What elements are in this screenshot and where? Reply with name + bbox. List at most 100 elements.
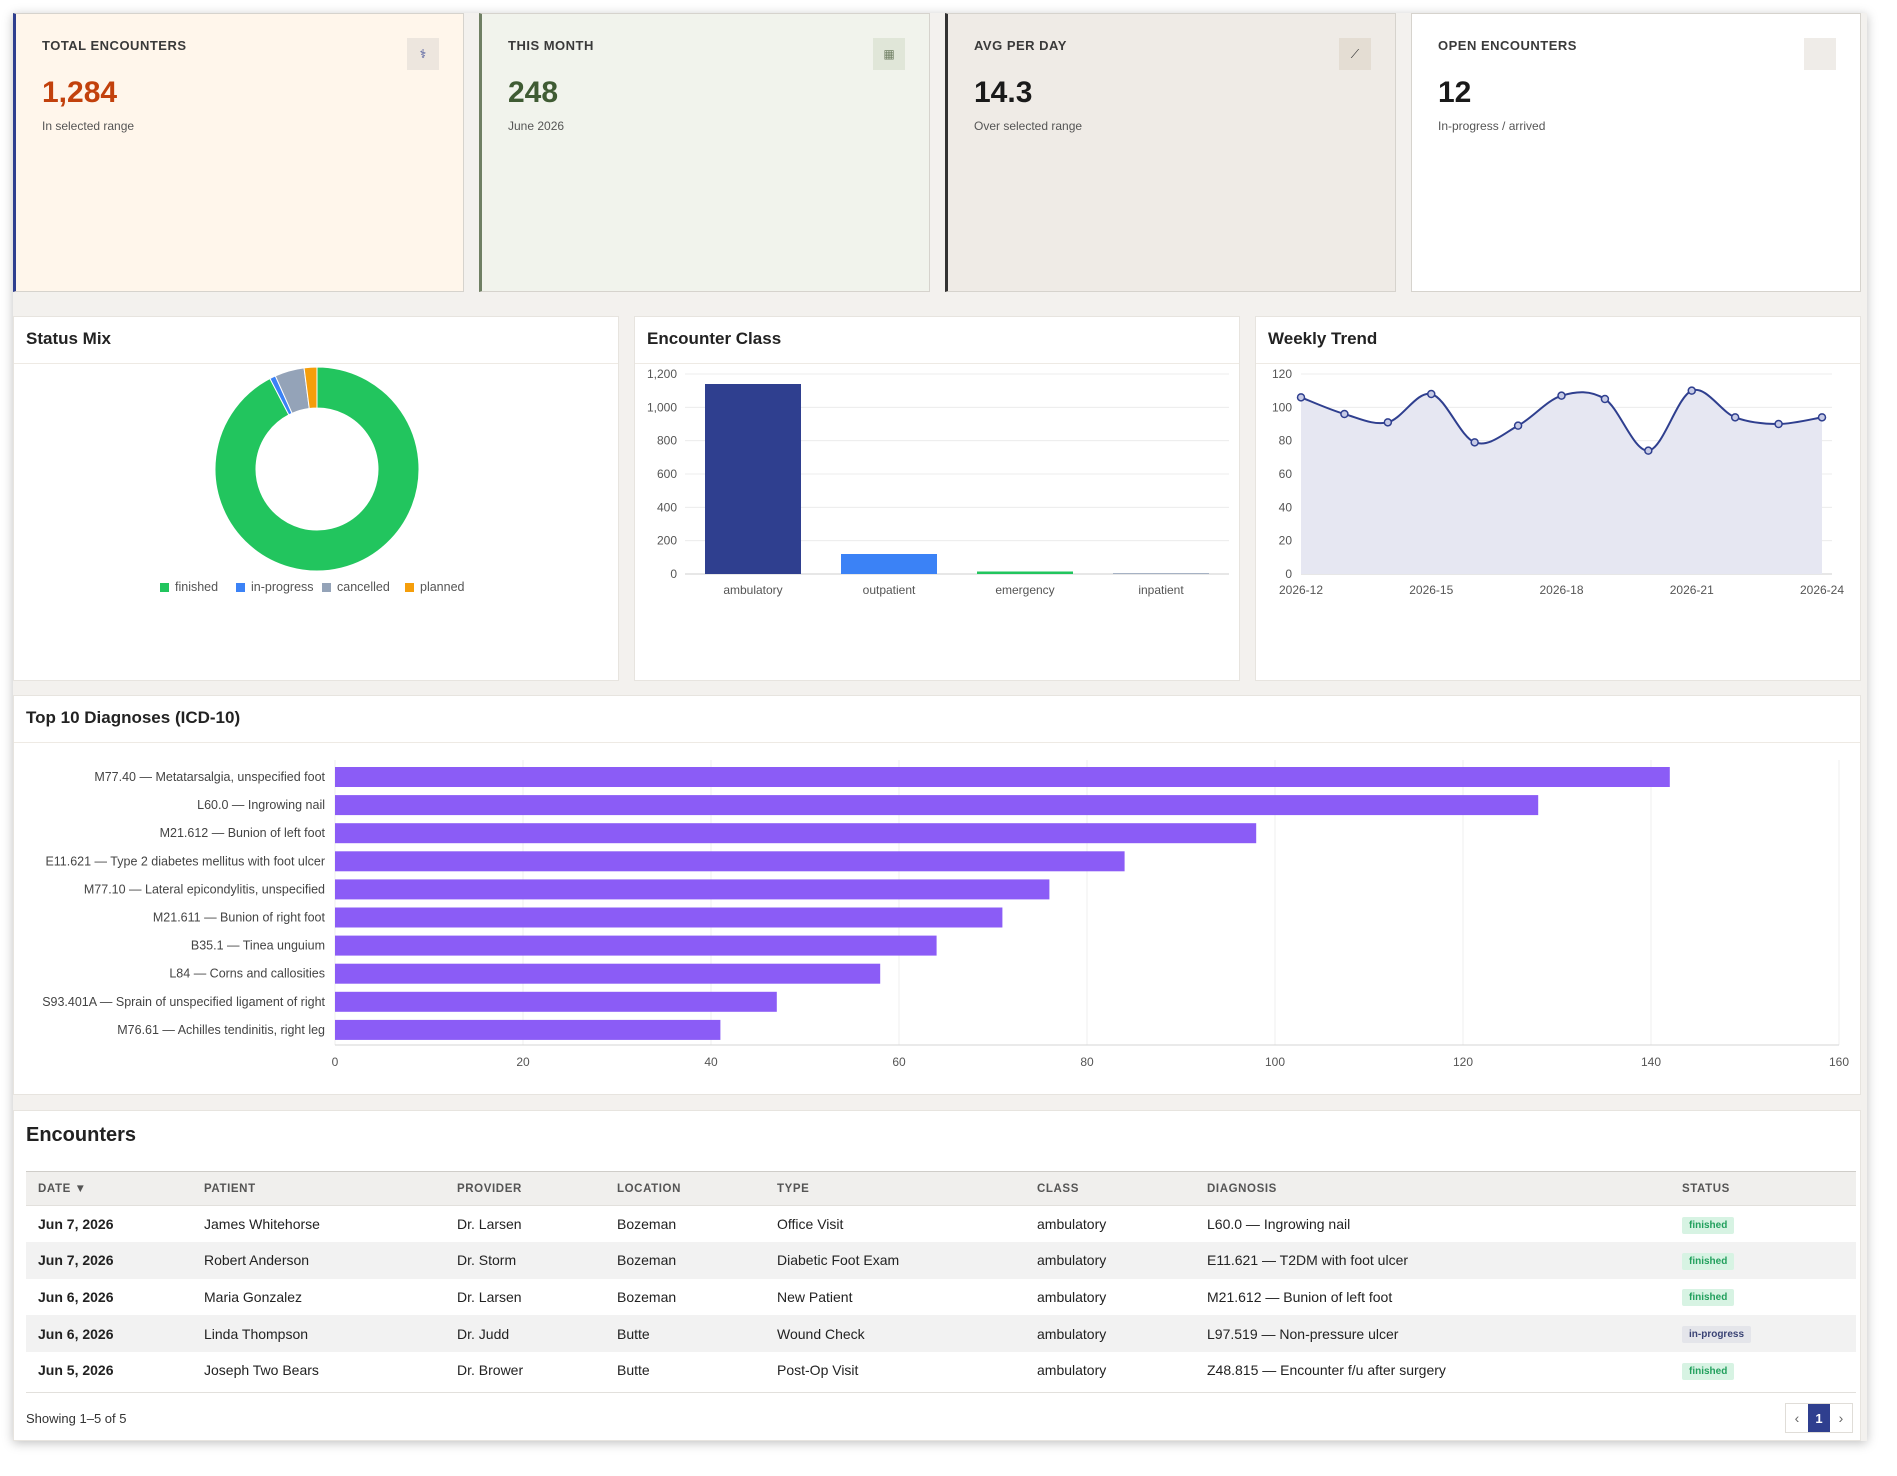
column-header-status[interactable]: STATUS [1682,1171,1856,1206]
cell-type: Post-Op Visit [777,1362,859,1379]
cell-date: Jun 7, 2026 [26,1242,204,1279]
status-badge: in-progress [1682,1326,1752,1344]
kpi-this-month: THIS MONTH 248 June 2026 ▦ [479,13,930,292]
trend-point [1513,421,1523,430]
status-badge: finished [1682,1252,1735,1270]
table-row[interactable]: Jun 7, 2026 Robert Anderson Dr. Storm Bo… [26,1242,1856,1279]
status-badge: finished [1682,1289,1735,1307]
cell-patient: Maria Gonzalez [204,1288,303,1305]
cell-patient: Robert Anderson [204,1242,457,1279]
x-tick-label: 2026-24 [1800,583,1844,597]
x-tick-label: 140 [1641,1055,1661,1069]
column-header-provider[interactable]: PROVIDER [457,1171,617,1206]
table-row[interactable]: Jun 6, 2026 Linda Thompson Dr. Judd Butt… [26,1315,1856,1352]
cell-class: ambulatory [1037,1288,1107,1305]
kpi-label: AVG PER DAY [974,38,1067,53]
pagination-page-1[interactable]: 1 [1808,1404,1830,1432]
trend-point [1644,446,1653,455]
cell-provider: Dr. Larsen [457,1288,522,1305]
bar-diagnosis [335,1019,721,1040]
y-tick-label: 100 [1272,400,1292,414]
bar-diagnosis [335,823,1257,844]
kpi-value: 1,284 [42,76,118,109]
trend-point [1340,409,1349,419]
trend-point [1470,438,1479,447]
trend-point [1600,394,1610,404]
divider [14,742,1860,743]
cell-provider: Dr. Judd [457,1315,617,1352]
cell-class: ambulatory [1037,1216,1107,1233]
y-tick-label: 20 [1279,534,1293,548]
column-header-type[interactable]: TYPE [777,1171,1037,1206]
top-diagnoses-chart: 0 20 40 60 80 100 120 140 160 M77.40 — Metatarsal… [42,760,1849,1069]
cell-type: Diabetic Foot Exam [777,1242,1037,1279]
bar-ambulatory [705,384,801,574]
x-tick-label: ambulatory [723,583,782,597]
column-header-class[interactable]: CLASS [1037,1171,1207,1206]
bar-emergency [977,571,1073,574]
legend-swatch-in-progress [236,583,245,592]
legend-swatch-finished [160,583,169,592]
blank-icon [1804,38,1836,70]
cell-type: Wound Check [777,1315,1037,1352]
pagination-next-button[interactable]: › [1830,1404,1852,1432]
y-tick-label: 600 [657,467,677,481]
cell-provider: Dr. Larsen [457,1216,522,1233]
y-tick-label: 1,200 [647,367,677,381]
bar-inpatient [1113,573,1209,574]
x-tick-label: 40 [704,1055,718,1069]
x-tick-label: 80 [1080,1055,1094,1069]
kpi-open-encounters: OPEN ENCOUNTERS 12 In-progress / arrived [1411,13,1861,292]
cell-location: Bozeman [617,1216,677,1233]
kpi-avg-per-day: AVG PER DAY 14.3 Over selected range ⟋ [945,13,1396,292]
chart-line-icon: ⟋ [1339,38,1371,70]
calendar-icon: ▦ [873,38,905,70]
cell-date: Jun 6, 2026 [26,1315,204,1352]
x-tick-label: 120 [1453,1055,1473,1069]
column-header-patient[interactable]: PATIENT [204,1171,457,1206]
kpi-subtext: June 2026 [508,119,565,133]
cell-diagnosis: Z48.815 — Encounter f/u after surgery [1207,1362,1446,1379]
cell-diagnosis: E11.621 — T2DM with foot ulcer [1207,1242,1682,1279]
weekly-trend-chart: 0 20 40 60 80 100 120 2026-12 2026-15 2026-18 2026… [1272,367,1844,597]
table-row[interactable]: Jun 7, 2026 James Whitehorse Dr. Larsen … [26,1206,1856,1243]
encounters-table: DATE ▼ PATIENT PROVIDER LOCATION TYPE CL… [26,1171,1856,1388]
bar-diagnosis [335,907,1003,928]
cell-patient: Joseph Two Bears [204,1362,319,1379]
bar-diagnosis [335,991,777,1012]
x-tick-label: 0 [332,1055,339,1069]
cell-status: finished [1682,1279,1856,1316]
trend-point [1774,419,1783,429]
y-tick-label: M21.611 — Bunion of right foot [153,911,326,925]
panel-title: Encounter Class [647,329,782,348]
y-tick-label: M77.10 — Lateral epicondylitis, unspecif… [84,882,325,896]
kpi-subtext: In-progress / arrived [1438,119,1546,133]
cell-status: finished [1682,1242,1856,1279]
cell-patient: Linda Thompson [204,1315,457,1352]
cell-status: finished [1682,1352,1856,1389]
legend-label-planned: planned [420,580,465,594]
kpi-label: THIS MONTH [508,38,594,53]
bar-diagnosis [335,851,1125,872]
y-tick-label: 400 [657,500,677,514]
donut-slice-finished [214,366,420,572]
table-bottom-rule [26,1392,1856,1393]
table-row[interactable]: Jun 5, 2026 Joseph Two Bears Dr. Brower … [26,1352,1856,1389]
column-header-location[interactable]: LOCATION [617,1171,777,1206]
bar-diagnosis [335,795,1539,816]
bar-diagnosis [335,767,1670,787]
cell-class: ambulatory [1037,1315,1207,1352]
cell-status: in-progress [1682,1315,1856,1352]
cell-diagnosis: L97.519 — Non-pressure ulcer [1207,1315,1682,1352]
x-tick-label: 2026-18 [1539,583,1583,597]
panel-title: Weekly Trend [1268,329,1378,348]
bar-diagnosis [335,935,937,956]
pagination-prev-button[interactable]: ‹ [1786,1404,1808,1432]
table-row[interactable]: Jun 6, 2026 Maria Gonzalez Dr. Larsen Bo… [26,1279,1856,1316]
x-tick-label: 60 [892,1055,906,1069]
x-tick-label: 20 [516,1055,530,1069]
column-header-diagnosis[interactable]: DIAGNOSIS [1207,1171,1682,1206]
trend-point [1730,413,1740,422]
column-header-date[interactable]: DATE ▼ [26,1171,204,1206]
legend-label-in-progress: in-progress [251,580,314,594]
